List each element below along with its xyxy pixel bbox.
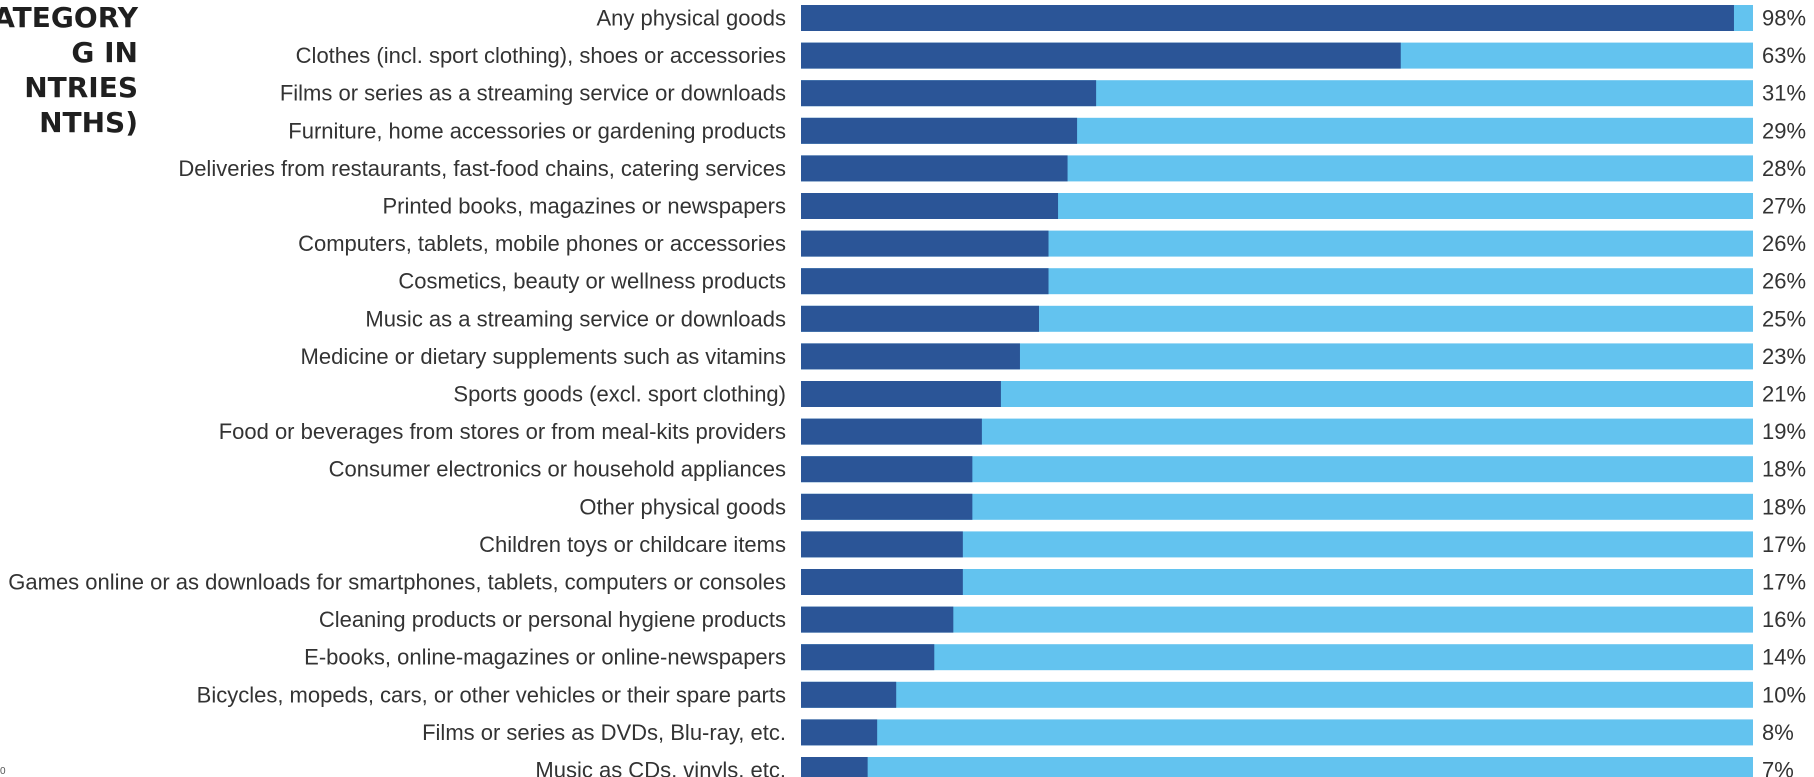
bar-value — [801, 644, 935, 671]
bar-value — [801, 531, 963, 558]
category-label: Deliveries from restaurants, fast-food c… — [178, 156, 786, 181]
category-label: Music as CDs, vinyls, etc. — [535, 758, 786, 777]
value-label: 29% — [1762, 118, 1806, 143]
bar-value — [801, 5, 1734, 31]
value-label: 8% — [1762, 720, 1794, 745]
category-label: Consumer electronics or household applia… — [329, 457, 786, 482]
bar-value — [801, 305, 1039, 332]
bar-value — [801, 343, 1020, 370]
value-label: 26% — [1762, 269, 1806, 294]
value-label: 17% — [1762, 570, 1806, 595]
category-label: Films or series as DVDs, Blu-ray, etc. — [422, 720, 786, 745]
value-label: 14% — [1762, 645, 1806, 670]
value-label: 7% — [1762, 758, 1794, 777]
value-label: 21% — [1762, 382, 1806, 407]
category-label: Printed books, magazines or newspapers — [382, 194, 786, 219]
value-label: 18% — [1762, 494, 1806, 519]
bar-value — [801, 569, 963, 595]
category-label: Cosmetics, beauty or wellness products — [398, 269, 786, 294]
category-label: Children toys or childcare items — [479, 532, 786, 557]
value-label: 28% — [1762, 156, 1806, 181]
value-label: 25% — [1762, 306, 1806, 331]
bar-remainder — [801, 757, 1753, 777]
bar-remainder — [801, 719, 1753, 746]
value-label: 26% — [1762, 231, 1806, 256]
value-label: 19% — [1762, 419, 1806, 444]
value-label: 18% — [1762, 457, 1806, 482]
category-label: Clothes (incl. sport clothing), shoes or… — [296, 43, 786, 68]
category-label: E-books, online-magazines or online-news… — [304, 645, 786, 670]
category-label: Films or series as a streaming service o… — [280, 81, 786, 106]
value-label: 98% — [1762, 6, 1806, 31]
bar-value — [801, 719, 878, 746]
bar-value — [801, 193, 1059, 219]
value-label: 17% — [1762, 532, 1806, 557]
category-label: Games online or as downloads for smartph… — [8, 570, 786, 595]
category-label: Furniture, home accessories or gardening… — [288, 118, 786, 143]
bar-value — [801, 268, 1049, 295]
category-label: Cleaning products or personal hygiene pr… — [319, 607, 786, 632]
category-label: Music as a streaming service or download… — [365, 306, 786, 331]
value-label: 10% — [1762, 682, 1806, 707]
bar-remainder — [801, 681, 1753, 708]
footnote: 0 — [0, 766, 6, 777]
bar-value — [801, 42, 1401, 69]
bar-value — [801, 117, 1078, 144]
category-label: Medicine or dietary supplements such as … — [301, 344, 786, 369]
bar-remainder — [801, 606, 1753, 633]
bar-value — [801, 757, 868, 777]
bar-value — [801, 493, 973, 520]
category-label: Computers, tablets, mobile phones or acc… — [298, 231, 786, 256]
category-label: Other physical goods — [579, 494, 786, 519]
bar-value — [801, 80, 1097, 107]
bar-value — [801, 155, 1068, 182]
bar-value — [801, 418, 982, 445]
category-label: Any physical goods — [596, 6, 786, 31]
value-label: 63% — [1762, 43, 1806, 68]
bar-value — [801, 681, 897, 708]
bar-value — [801, 456, 973, 483]
bar-value — [801, 606, 954, 633]
chart-title: ATEGORY G IN NTRIES NTHS) — [0, 1, 138, 139]
category-label: Food or beverages from stores or from me… — [219, 419, 786, 444]
bar-remainder — [801, 644, 1753, 671]
value-label: 31% — [1762, 81, 1806, 106]
value-label: 27% — [1762, 194, 1806, 219]
bar-value — [801, 230, 1049, 257]
category-label: Bicycles, mopeds, cars, or other vehicle… — [197, 682, 786, 707]
bar-value — [801, 381, 1001, 407]
category-label: Sports goods (excl. sport clothing) — [453, 382, 786, 407]
value-label: 16% — [1762, 607, 1806, 632]
value-label: 23% — [1762, 344, 1806, 369]
